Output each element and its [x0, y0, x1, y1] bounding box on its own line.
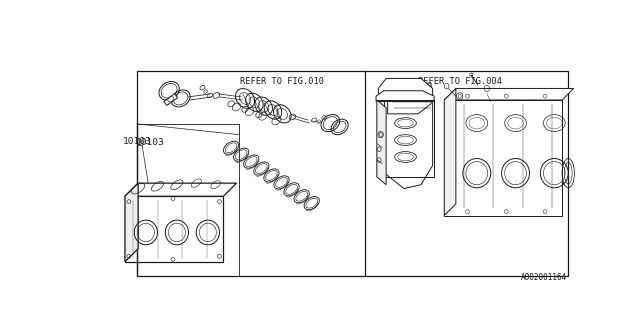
Polygon shape	[164, 94, 178, 105]
Text: A002001164: A002001164	[520, 273, 566, 282]
Polygon shape	[377, 100, 386, 185]
Text: 10103: 10103	[136, 138, 164, 147]
Text: REFER TO FIG.004: REFER TO FIG.004	[418, 77, 502, 86]
Polygon shape	[376, 91, 434, 101]
Polygon shape	[385, 84, 433, 188]
Polygon shape	[125, 183, 237, 196]
Text: 10103: 10103	[123, 137, 152, 146]
Polygon shape	[444, 88, 573, 100]
Polygon shape	[378, 78, 433, 99]
Text: REFER TO FIG.010: REFER TO FIG.010	[239, 77, 323, 86]
Polygon shape	[388, 83, 431, 114]
Polygon shape	[125, 183, 138, 262]
Polygon shape	[444, 88, 456, 215]
